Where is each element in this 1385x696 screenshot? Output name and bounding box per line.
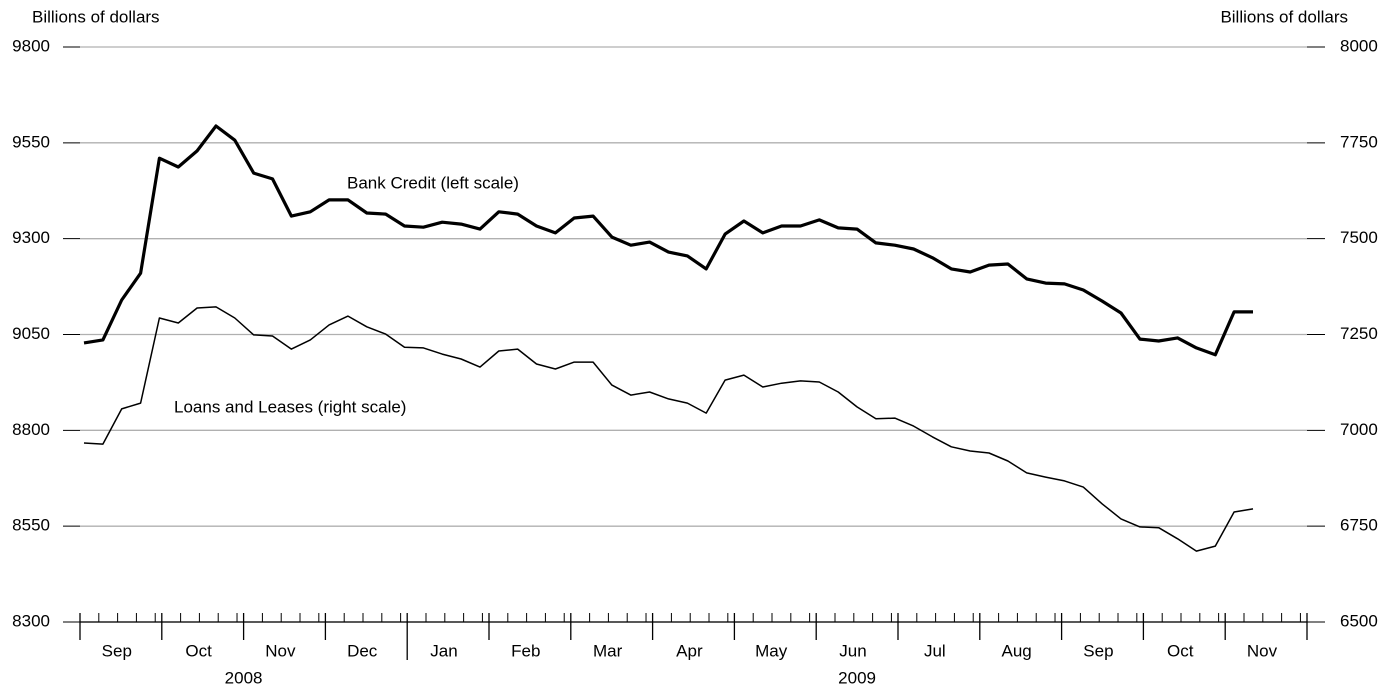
y-tick-label: 8800 xyxy=(12,420,50,439)
x-tick-label: Jan xyxy=(430,641,457,660)
series-label: Bank Credit (left scale) xyxy=(347,173,519,192)
y-axis-label: Billions of dollars xyxy=(32,7,160,26)
y2-tick-label: 7500 xyxy=(1340,228,1378,247)
x-tick-label: Sep xyxy=(1083,641,1113,660)
y2-tick-label: 8000 xyxy=(1340,36,1378,55)
x-tick-label: Oct xyxy=(1167,641,1194,660)
x-tick-label: Mar xyxy=(593,641,623,660)
y-tick-label: 9300 xyxy=(12,228,50,247)
x-tick-label: Feb xyxy=(511,641,540,660)
x-tick-label: Oct xyxy=(185,641,212,660)
y2-tick-label: 7750 xyxy=(1340,132,1378,151)
x-tick-label: Sep xyxy=(102,641,132,660)
x-tick-label: Nov xyxy=(265,641,296,660)
y2-tick-label: 6750 xyxy=(1340,516,1378,535)
y-tick-label: 8300 xyxy=(12,611,50,630)
y2-tick-label: 7250 xyxy=(1340,324,1378,343)
series-label: Loans and Leases (right scale) xyxy=(174,397,406,416)
x-tick-label: Apr xyxy=(676,641,703,660)
y2-axis-label: Billions of dollars xyxy=(1220,7,1348,26)
series-line xyxy=(83,306,1254,552)
x-tick-label: Dec xyxy=(347,641,378,660)
x-tick-label: May xyxy=(755,641,788,660)
y-tick-label: 9550 xyxy=(12,132,50,151)
x-tick-label: Jul xyxy=(924,641,946,660)
year-label: 2009 xyxy=(838,668,876,687)
y-tick-label: 8550 xyxy=(12,516,50,535)
x-tick-label: Aug xyxy=(1001,641,1031,660)
y2-tick-label: 7000 xyxy=(1340,420,1378,439)
year-label: 2008 xyxy=(225,668,263,687)
y-tick-label: 9050 xyxy=(12,324,50,343)
y2-tick-label: 6500 xyxy=(1340,611,1378,630)
y-tick-label: 9800 xyxy=(12,36,50,55)
x-tick-label: Jun xyxy=(839,641,866,660)
series-line xyxy=(83,124,1253,357)
x-tick-label: Nov xyxy=(1247,641,1278,660)
